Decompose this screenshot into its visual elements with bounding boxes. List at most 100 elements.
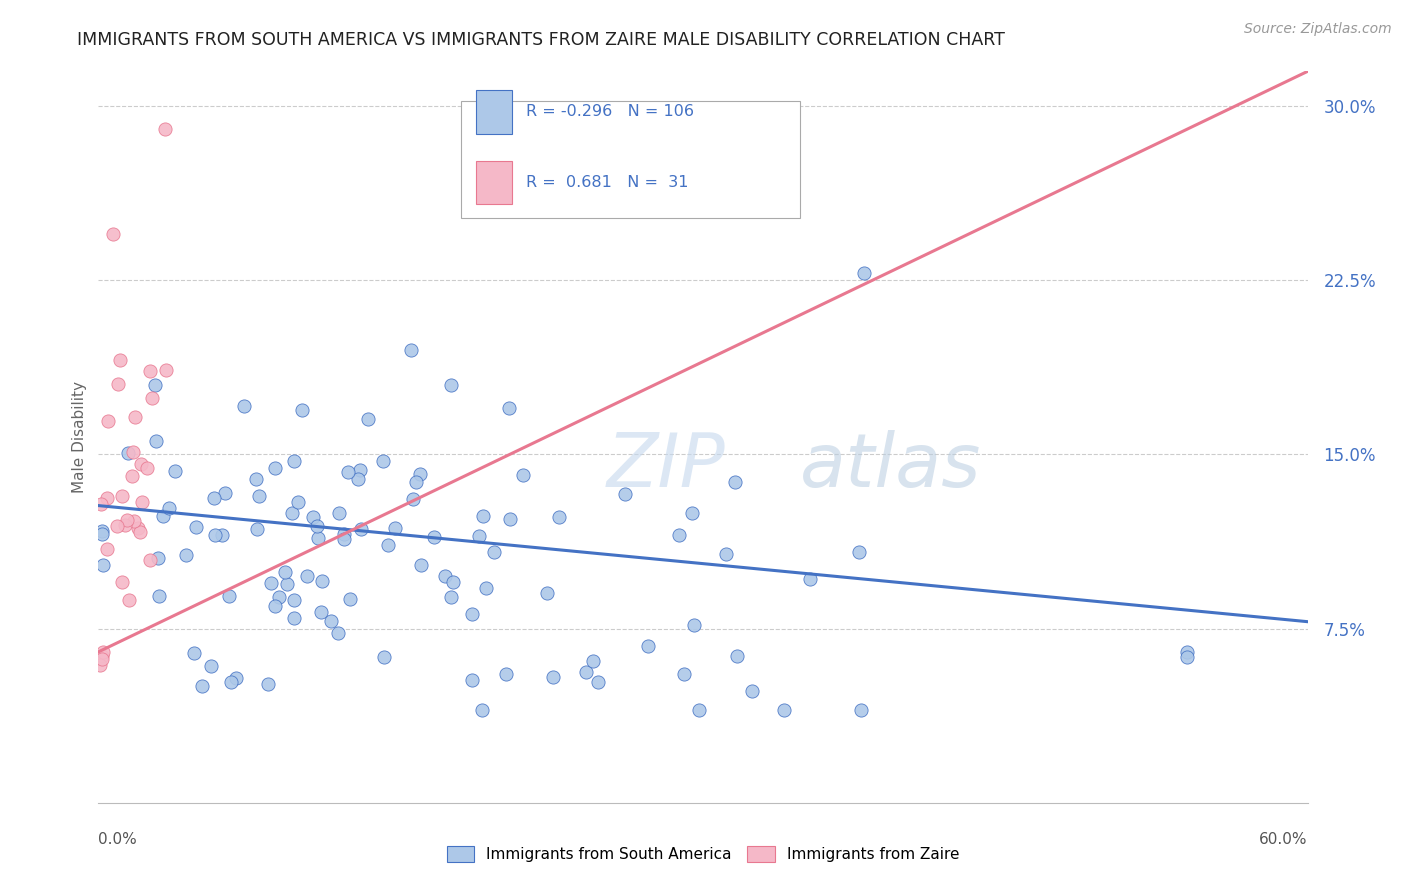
Point xyxy=(309,605,332,619)
Point xyxy=(716,547,738,561)
Point xyxy=(409,467,432,481)
Point xyxy=(233,400,256,414)
Point xyxy=(101,227,124,241)
Point xyxy=(405,475,427,489)
Point xyxy=(434,569,457,583)
Point xyxy=(851,703,873,717)
Point xyxy=(349,463,371,477)
Point xyxy=(191,680,214,694)
Point xyxy=(139,553,162,567)
Point xyxy=(108,353,131,368)
Point xyxy=(245,473,267,487)
Point xyxy=(302,510,325,524)
Point xyxy=(157,500,180,515)
Point xyxy=(468,529,491,543)
Point xyxy=(122,445,145,459)
Point xyxy=(263,461,285,475)
Point xyxy=(91,524,114,538)
Point xyxy=(307,532,329,546)
Point xyxy=(93,558,115,573)
Point xyxy=(541,670,564,684)
Point xyxy=(259,575,281,590)
Point xyxy=(319,614,342,628)
Point xyxy=(305,519,328,533)
Point xyxy=(90,649,112,664)
Point xyxy=(339,591,361,606)
Point xyxy=(311,574,333,589)
Point xyxy=(547,509,569,524)
Point xyxy=(174,549,197,563)
Point xyxy=(97,414,120,428)
Point xyxy=(499,512,522,526)
Point xyxy=(287,494,309,508)
Point xyxy=(848,545,870,559)
Point xyxy=(724,475,747,489)
Point xyxy=(96,491,118,505)
Point xyxy=(107,376,129,391)
Point xyxy=(225,671,247,685)
Point xyxy=(441,575,464,590)
Point xyxy=(475,581,498,595)
Point xyxy=(146,551,169,566)
Point xyxy=(200,659,222,673)
Point xyxy=(111,575,134,590)
Point xyxy=(682,618,704,632)
Bar xyxy=(475,89,512,134)
Point xyxy=(89,657,111,672)
Point xyxy=(741,684,763,698)
Point xyxy=(202,491,225,505)
Point xyxy=(183,646,205,660)
Point xyxy=(328,506,350,520)
Point xyxy=(218,589,240,603)
Point xyxy=(328,625,350,640)
Point xyxy=(440,591,463,605)
Point xyxy=(141,391,163,405)
Point xyxy=(773,703,796,717)
Point xyxy=(346,472,368,486)
Legend: Immigrants from South America, Immigrants from Zaire: Immigrants from South America, Immigrant… xyxy=(440,840,966,868)
Point xyxy=(129,457,152,471)
Point xyxy=(91,526,114,541)
Point xyxy=(373,650,395,665)
Point xyxy=(153,122,176,136)
Point xyxy=(668,528,690,542)
Point xyxy=(725,648,748,663)
Point xyxy=(122,515,145,529)
Bar xyxy=(475,161,512,204)
Text: atlas: atlas xyxy=(800,430,981,502)
Point xyxy=(247,489,270,503)
Point xyxy=(1175,649,1198,664)
Point xyxy=(440,377,463,392)
Point xyxy=(512,468,534,483)
Point xyxy=(575,665,598,680)
Point xyxy=(673,667,696,681)
Point xyxy=(138,364,160,378)
Point xyxy=(688,703,710,717)
Point xyxy=(211,528,233,542)
Point xyxy=(276,577,298,591)
Point xyxy=(90,497,112,511)
Point xyxy=(121,469,143,483)
Text: Source: ZipAtlas.com: Source: ZipAtlas.com xyxy=(1244,22,1392,37)
Point xyxy=(257,677,280,691)
Point xyxy=(105,519,128,533)
Point xyxy=(471,703,494,717)
Point xyxy=(283,593,305,607)
Point xyxy=(163,464,186,478)
Point xyxy=(482,545,505,559)
Point xyxy=(498,401,520,415)
Point xyxy=(204,528,226,542)
Text: ZIP: ZIP xyxy=(606,430,725,502)
Text: R =  0.681   N =  31: R = 0.681 N = 31 xyxy=(526,175,689,190)
Point xyxy=(681,507,703,521)
Point xyxy=(402,491,425,506)
Y-axis label: Male Disability: Male Disability xyxy=(72,381,87,493)
Point xyxy=(371,454,394,468)
Point xyxy=(582,654,605,668)
Point xyxy=(283,611,305,625)
Point xyxy=(111,489,134,503)
Point xyxy=(350,522,373,536)
Bar xyxy=(461,101,800,218)
Point xyxy=(143,378,166,392)
Point xyxy=(264,599,287,614)
